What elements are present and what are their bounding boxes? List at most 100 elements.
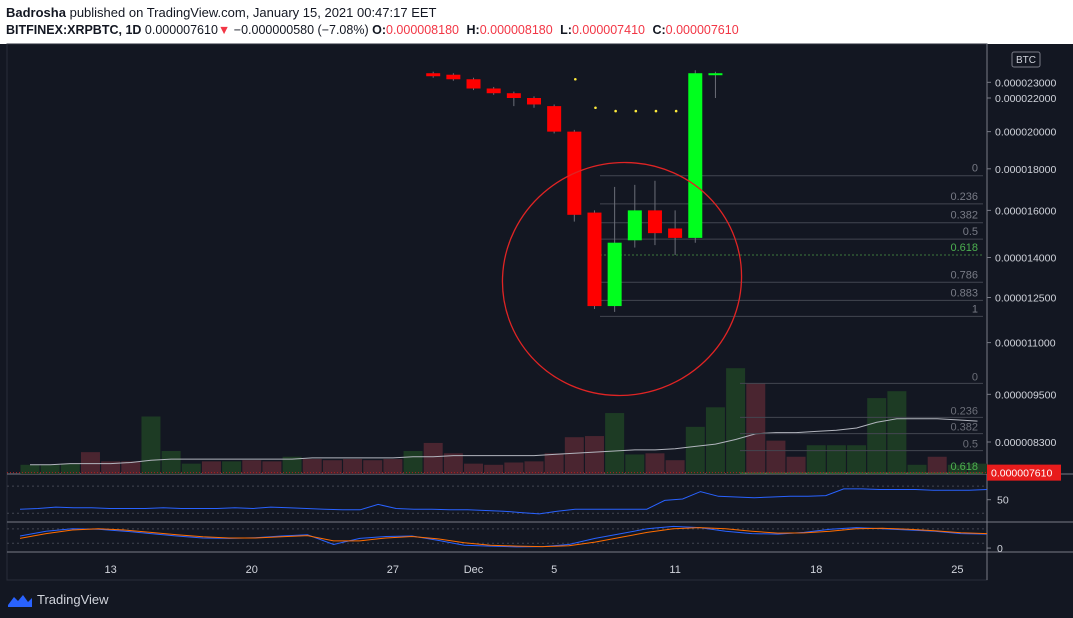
- volume-bar: [625, 454, 645, 474]
- time-axis[interactable]: 13 20 27 Dec 5 11 18 25: [105, 564, 964, 576]
- time-tick-label: Dec: [464, 564, 484, 576]
- fibonacci-retracement[interactable]: 0 0.236 0.382 0.5 0.618 0.786 1 0.883 0 0.236 0.38…: [7, 163, 987, 474]
- grid-lines: [6, 43, 1073, 581]
- candle-body[interactable]: [547, 106, 562, 132]
- volume-bar: [201, 461, 221, 474]
- candle-body[interactable]: [688, 73, 703, 238]
- candle-body[interactable]: [446, 74, 461, 80]
- chart-header: Badrosha published on TradingView.com, J…: [0, 0, 1073, 44]
- price-tick-label: 0.000009500: [995, 389, 1056, 401]
- volume-bar: [181, 463, 201, 474]
- last-price-badge-label: 0.000007610: [991, 468, 1052, 480]
- rsi-pane[interactable]: 50: [7, 485, 1009, 515]
- fib-level-label: 1: [972, 303, 978, 315]
- volume-bar: [222, 461, 242, 474]
- stochastic-pane[interactable]: 0: [7, 525, 1003, 555]
- candle-body[interactable]: [647, 210, 662, 234]
- fib-level-label: 0.236: [950, 191, 978, 203]
- volume-bar: [40, 464, 60, 474]
- volume-bar: [705, 407, 725, 474]
- price-tick-label: 0.000012500: [995, 292, 1056, 304]
- price-tick-label: 0.000016000: [995, 205, 1056, 217]
- time-tick-label: 18: [810, 564, 822, 576]
- candles[interactable]: [426, 70, 723, 312]
- candle-body[interactable]: [426, 73, 441, 77]
- fib-level-label: 0: [972, 371, 978, 383]
- price-tick-label: 0.000018000: [995, 164, 1056, 176]
- volume-bar: [464, 463, 484, 474]
- candle-body[interactable]: [486, 88, 501, 94]
- last-price-badge: [987, 464, 1061, 481]
- price-axis[interactable]: 0.000023000 0.000022000 0.000020000 0.00001…: [987, 77, 1056, 449]
- volume-bar: [383, 459, 403, 474]
- volume-bar: [927, 456, 947, 474]
- volume-bar: [726, 368, 746, 474]
- sar-dot: [634, 109, 638, 113]
- price-change: −0.000000580 (−7.08%): [233, 23, 369, 37]
- volume-bar: [786, 456, 806, 474]
- candle-body[interactable]: [607, 242, 622, 307]
- fib-level-label: 0.618: [950, 242, 978, 254]
- fib-level-label: 0.5: [963, 439, 978, 451]
- high-label: H:: [466, 23, 480, 37]
- volume-bar: [80, 452, 100, 474]
- sar-dot: [614, 109, 617, 113]
- tradingview-logo-icon: [8, 594, 32, 607]
- tradingview-logo[interactable]: TradingView: [8, 592, 109, 607]
- volume-bar: [564, 437, 584, 474]
- volume-bar: [262, 461, 282, 474]
- volume-bar: [443, 453, 463, 474]
- fib-level-label: 0.236: [950, 405, 978, 417]
- candle-body[interactable]: [466, 79, 481, 89]
- volume-bar: [141, 416, 161, 474]
- volume-bar: [968, 463, 988, 474]
- volume-ma-line: [30, 418, 978, 466]
- last-price: 0.000007610: [144, 23, 218, 37]
- stoch-k-line: [19, 525, 988, 548]
- volume-bars: [20, 368, 988, 474]
- time-tick-label: 20: [246, 564, 258, 576]
- author-name[interactable]: Badrosha: [6, 5, 66, 20]
- parabolic-sar: [574, 77, 678, 113]
- price-tick-label: 0.000023000: [995, 77, 1056, 89]
- candle-body[interactable]: [506, 93, 521, 98]
- candle-body[interactable]: [668, 228, 683, 238]
- time-tick-label: 5: [551, 564, 557, 576]
- volume-bar: [282, 456, 302, 474]
- volume-bar: [746, 383, 766, 474]
- open-value: 0.000008180: [386, 23, 459, 37]
- fib-level-label: 0: [972, 163, 978, 175]
- volume-bar: [20, 464, 40, 474]
- volume-bar: [766, 440, 786, 474]
- volume-bar: [60, 463, 80, 474]
- published-text: published on TradingView.com, January 15…: [69, 5, 437, 20]
- volume-bar: [101, 461, 121, 474]
- brand-name: TradingView: [37, 592, 109, 607]
- volume-bar: [867, 398, 887, 474]
- low-value: 0.000007410: [571, 23, 645, 37]
- sar-dot: [594, 106, 597, 110]
- candle-body[interactable]: [587, 212, 602, 307]
- publish-line: Badrosha published on TradingView.com, J…: [6, 5, 437, 20]
- price-tick-label: 0.000008300: [995, 437, 1056, 449]
- time-tick-label: 13: [105, 564, 117, 576]
- volume-bar: [302, 459, 322, 474]
- annotation-ellipse[interactable]: [470, 129, 775, 429]
- candle-body[interactable]: [627, 210, 642, 241]
- symbol-label[interactable]: BITFINEX:XRPBTC, 1D: [6, 23, 142, 37]
- open-label: O:: [372, 23, 386, 37]
- price-tick-label: 0.000011000: [995, 338, 1056, 350]
- fib-level-label: 0.382: [950, 422, 978, 434]
- ohlc-line: BITFINEX:XRPBTC, 1D 0.000007610▼ −0.0000…: [6, 23, 743, 37]
- candle-body[interactable]: [708, 73, 723, 76]
- price-tick-label: 0.000022000: [995, 93, 1056, 105]
- candle-body[interactable]: [527, 98, 541, 105]
- volume-bar: [363, 460, 383, 474]
- fib-level-label: 0.618: [950, 461, 978, 473]
- volume-bar: [806, 445, 826, 474]
- currency-badge[interactable]: [1011, 51, 1041, 68]
- axis-badges: BTC 0.000007610: [987, 51, 1061, 481]
- stoch-tick-label: 0: [997, 543, 1003, 555]
- volume-bar: [947, 464, 967, 474]
